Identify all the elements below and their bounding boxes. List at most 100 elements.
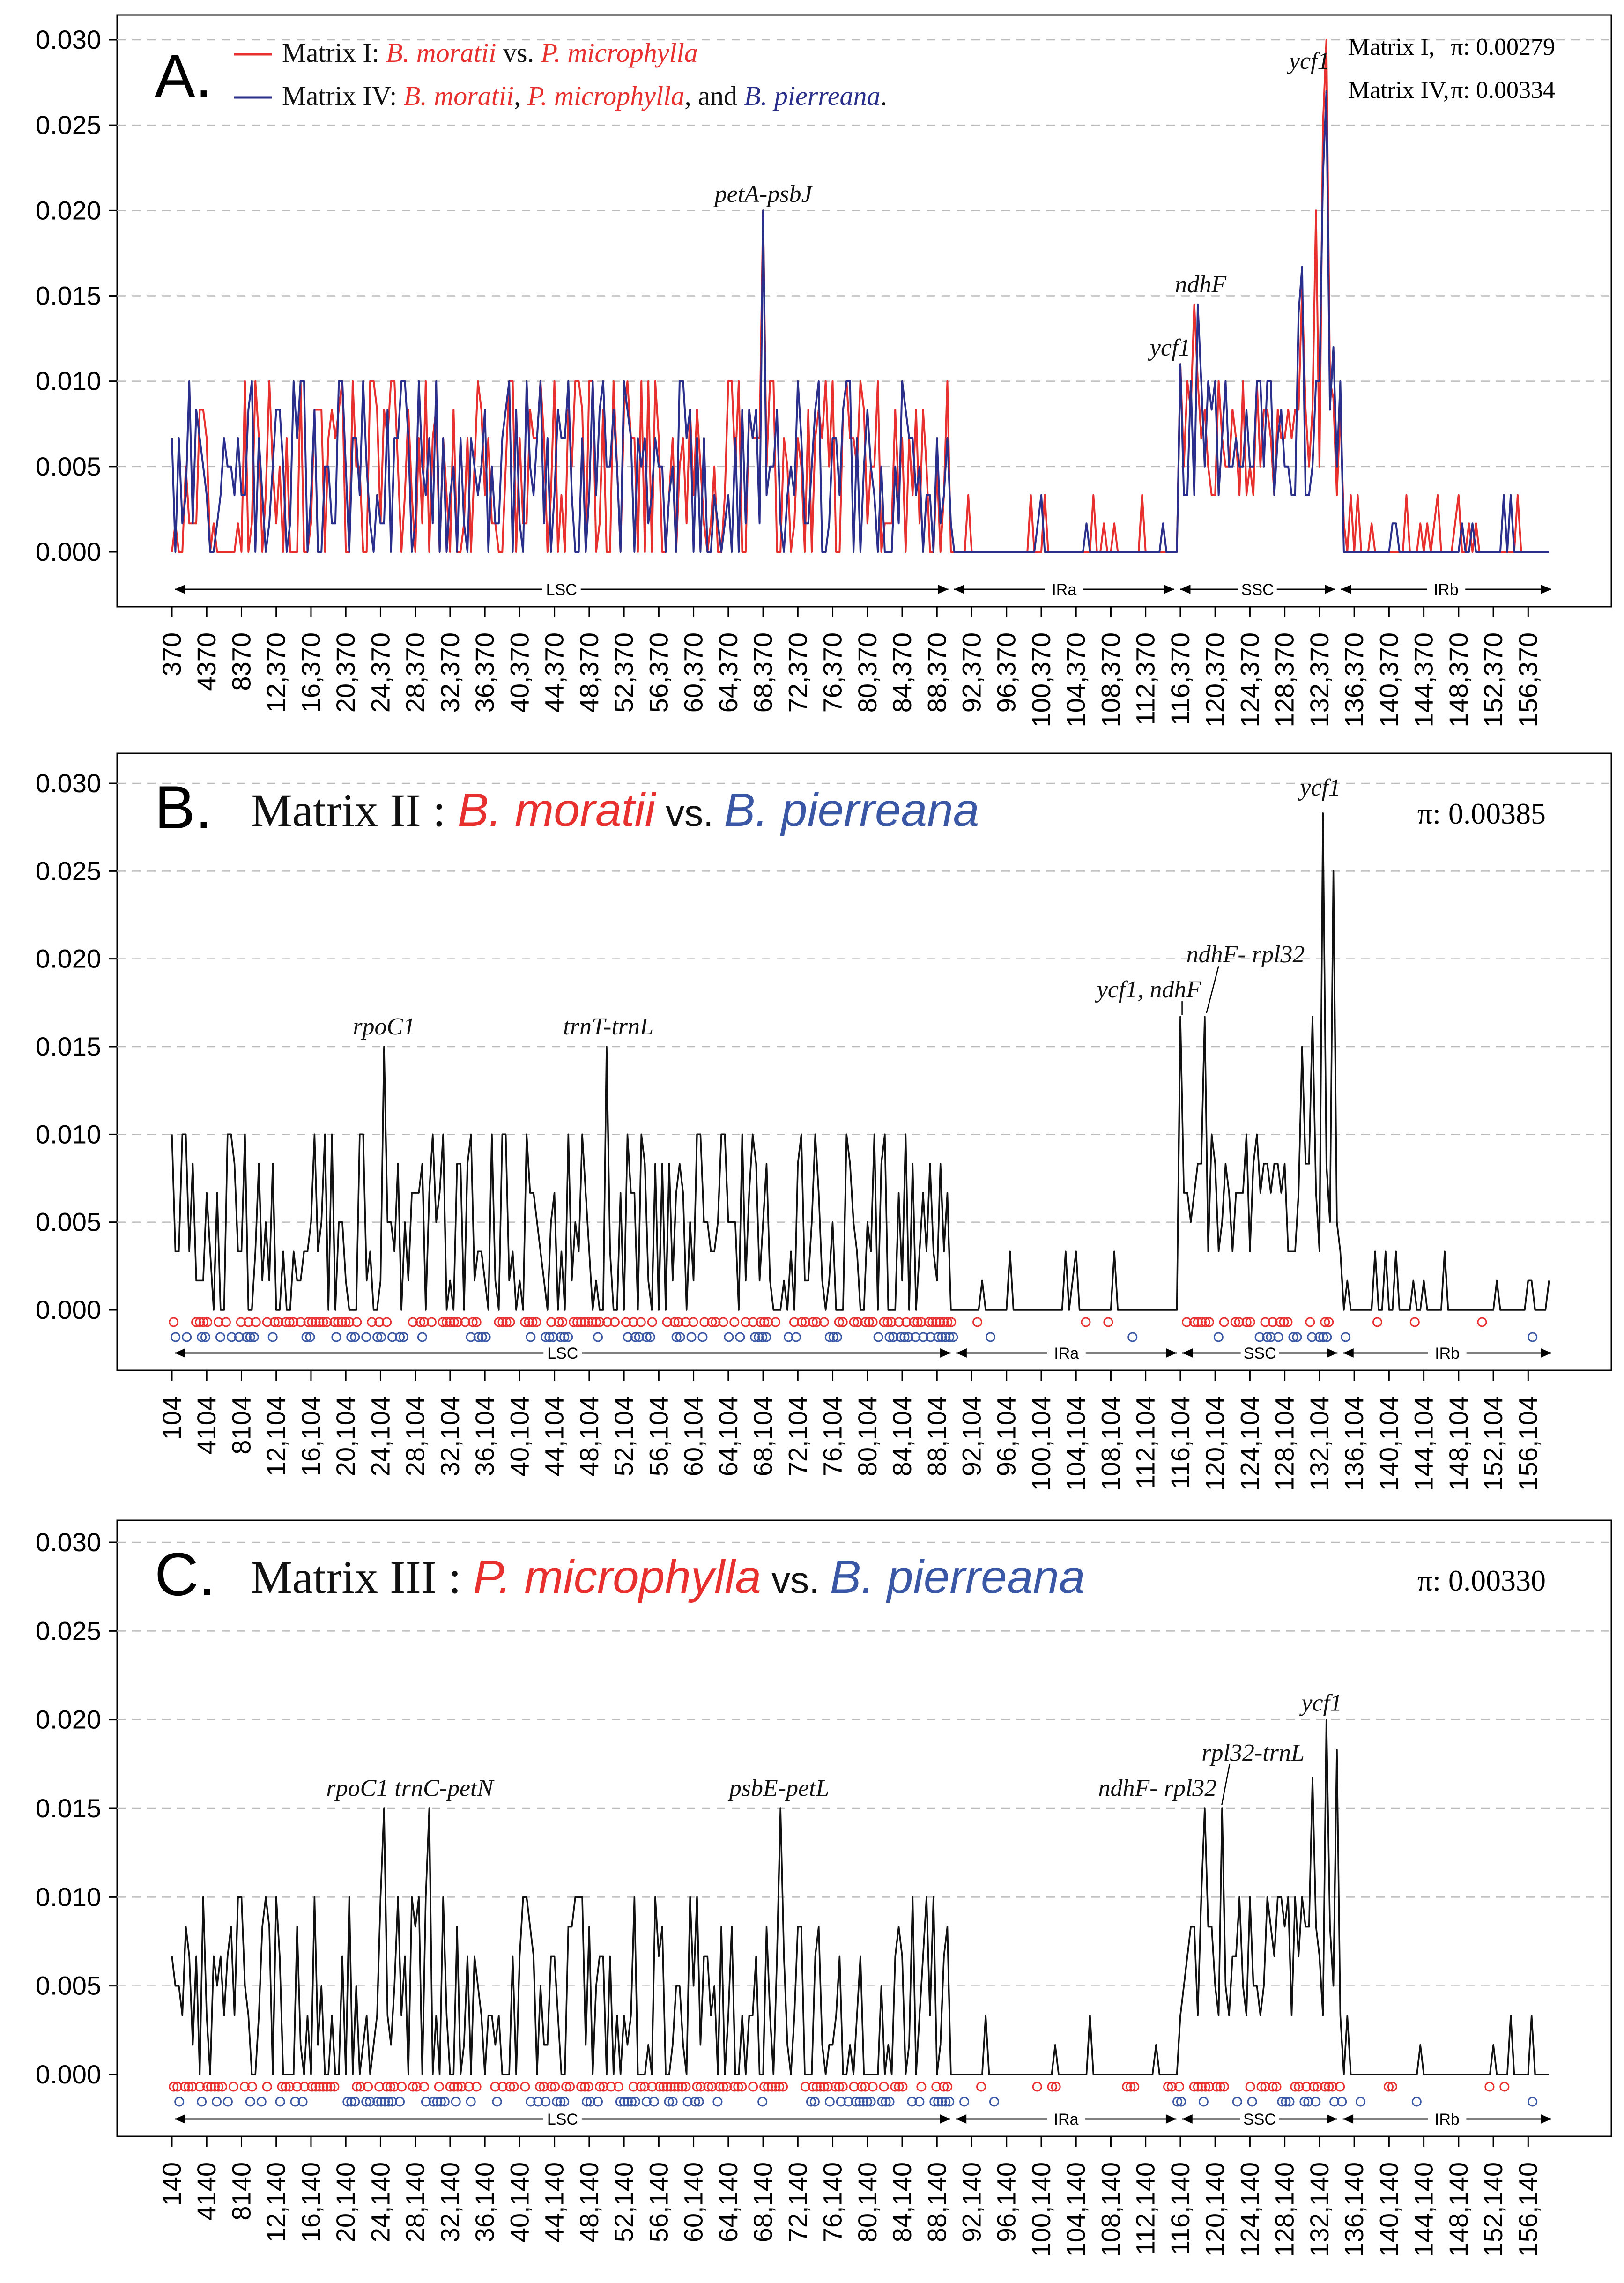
site-marker-blue <box>809 2097 820 2107</box>
peak-annotation: ycf1 <box>1148 335 1191 361</box>
site-marker-red <box>1320 2082 1330 2092</box>
panel-b: 0.000 0.005 0.010 0.015 0.020 0.025 0.030 104 41… <box>36 752 1612 1491</box>
x-tick-label: 72,140 <box>783 2162 812 2242</box>
region-arrowhead <box>1165 2114 1177 2124</box>
site-marker-red <box>815 2082 825 2092</box>
site-marker-red <box>823 2082 833 2092</box>
site-marker-blue <box>623 1332 633 1342</box>
site-marker-red <box>811 2082 822 2092</box>
x-tick-label: 100,104 <box>1026 1396 1056 1491</box>
site-marker-blue <box>690 2097 700 2107</box>
site-marker-blue <box>477 1332 487 1342</box>
site-marker-red <box>882 1317 893 1327</box>
site-marker-red <box>939 1317 949 1327</box>
site-marker-blue <box>630 2097 640 2107</box>
pi-value: π: 0.00279 <box>1451 34 1555 60</box>
site-marker-blue <box>350 1332 360 1342</box>
site-marker-red <box>1245 2082 1255 2092</box>
site-marker-blue <box>649 2097 659 2107</box>
title-text: Matrix III : <box>251 1551 473 1603</box>
site-marker-red <box>1477 1317 1487 1327</box>
site-marker-red <box>636 2082 646 2092</box>
site-marker-red <box>329 1317 340 1327</box>
site-marker-blue <box>290 2097 300 2107</box>
x-tick-label: 8370 <box>226 632 256 691</box>
site-marker-blue <box>342 2097 353 2107</box>
site-marker-red <box>299 2082 310 2092</box>
site-marker-blue <box>757 2097 768 2107</box>
site-marker-red <box>1215 2082 1225 2092</box>
site-marker-red <box>1167 2082 1177 2092</box>
site-marker-blue <box>376 1332 386 1342</box>
site-marker-red <box>386 2082 396 2092</box>
site-marker-red <box>856 2082 867 2092</box>
site-marker-red <box>771 2082 781 2092</box>
x-tick-label: 370 <box>157 632 186 676</box>
site-marker-red <box>236 1317 246 1327</box>
x-tick-label: 144,370 <box>1409 632 1439 727</box>
site-marker-blue <box>877 2097 887 2107</box>
x-tick-label: 148,140 <box>1444 2162 1473 2257</box>
site-marker-blue <box>724 1332 734 1342</box>
site-marker-blue <box>552 2097 562 2107</box>
site-marker-red <box>1181 1317 1192 1327</box>
x-tick-label: 8104 <box>226 1396 256 1455</box>
site-marker-red <box>1260 1317 1270 1327</box>
site-marker-red <box>1383 2082 1394 2092</box>
y-tick-label: 0.020 <box>36 195 101 225</box>
site-marker-red <box>1189 2082 1199 2092</box>
site-marker-blue <box>297 2097 308 2107</box>
site-marker-blue <box>626 2097 637 2107</box>
site-marker-blue <box>1281 2097 1291 2107</box>
site-marker-red <box>1219 2082 1229 2092</box>
region-arrowhead <box>956 2114 967 2124</box>
site-marker-red <box>748 1317 758 1327</box>
site-marker-red <box>972 1317 983 1327</box>
x-tick-label: 144,104 <box>1409 1396 1439 1491</box>
legend-text: B. moratii <box>386 37 496 68</box>
site-marker-blue <box>1356 2097 1366 2107</box>
site-marker-red <box>314 1317 325 1327</box>
legend-text: , and <box>684 81 744 111</box>
x-tick-label: 88,104 <box>922 1396 951 1476</box>
x-tick-label: 136,370 <box>1339 632 1369 727</box>
site-marker-blue <box>541 2097 551 2107</box>
title-species-b: B. pierreana <box>830 1551 1085 1603</box>
site-marker-red <box>273 1317 283 1327</box>
y-tick-label: 0.030 <box>36 768 101 798</box>
site-marker-blue <box>182 1332 192 1342</box>
x-tick-label: 52,140 <box>609 2162 638 2242</box>
site-marker-red <box>1122 2082 1132 2092</box>
site-marker-blue <box>376 2097 386 2107</box>
site-marker-red <box>318 2082 328 2092</box>
site-marker-red <box>277 2082 287 2092</box>
x-tick-label: 4104 <box>192 1396 221 1455</box>
region-arrowhead <box>1327 1348 1338 1358</box>
title-species-a: P. microphylla <box>473 1551 761 1603</box>
site-marker-blue <box>586 2097 596 2107</box>
site-marker-red <box>1081 1317 1091 1327</box>
x-tick-label: 156,140 <box>1513 2162 1542 2257</box>
site-marker-red <box>662 1317 672 1327</box>
site-marker-blue <box>222 2097 233 2107</box>
x-tick-label: 96,370 <box>992 632 1021 713</box>
site-marker-blue <box>836 2097 846 2107</box>
x-tick-label: 4370 <box>192 632 221 691</box>
site-marker-red <box>591 1317 601 1327</box>
plot-frame <box>116 752 1612 1371</box>
region-arrowhead <box>1164 585 1175 594</box>
y-tick-label: 0.020 <box>36 944 101 974</box>
site-marker-blue <box>174 2097 185 2107</box>
region-arrowhead <box>1166 1348 1177 1358</box>
site-marker-blue <box>944 2097 955 2107</box>
site-marker-blue <box>436 2097 446 2107</box>
site-marker-red <box>228 2082 238 2092</box>
y-tick-label: 0.000 <box>36 1295 101 1324</box>
site-marker-blue <box>933 2097 943 2107</box>
title-vs: vs. <box>761 1559 830 1601</box>
site-marker-red <box>382 2082 392 2092</box>
x-tick-label: 68,104 <box>748 1396 778 1476</box>
x-tick-label: 96,140 <box>992 2162 1021 2242</box>
peak-annotation: rpl32-trnL <box>1201 1740 1305 1766</box>
site-marker-red <box>520 1317 530 1327</box>
